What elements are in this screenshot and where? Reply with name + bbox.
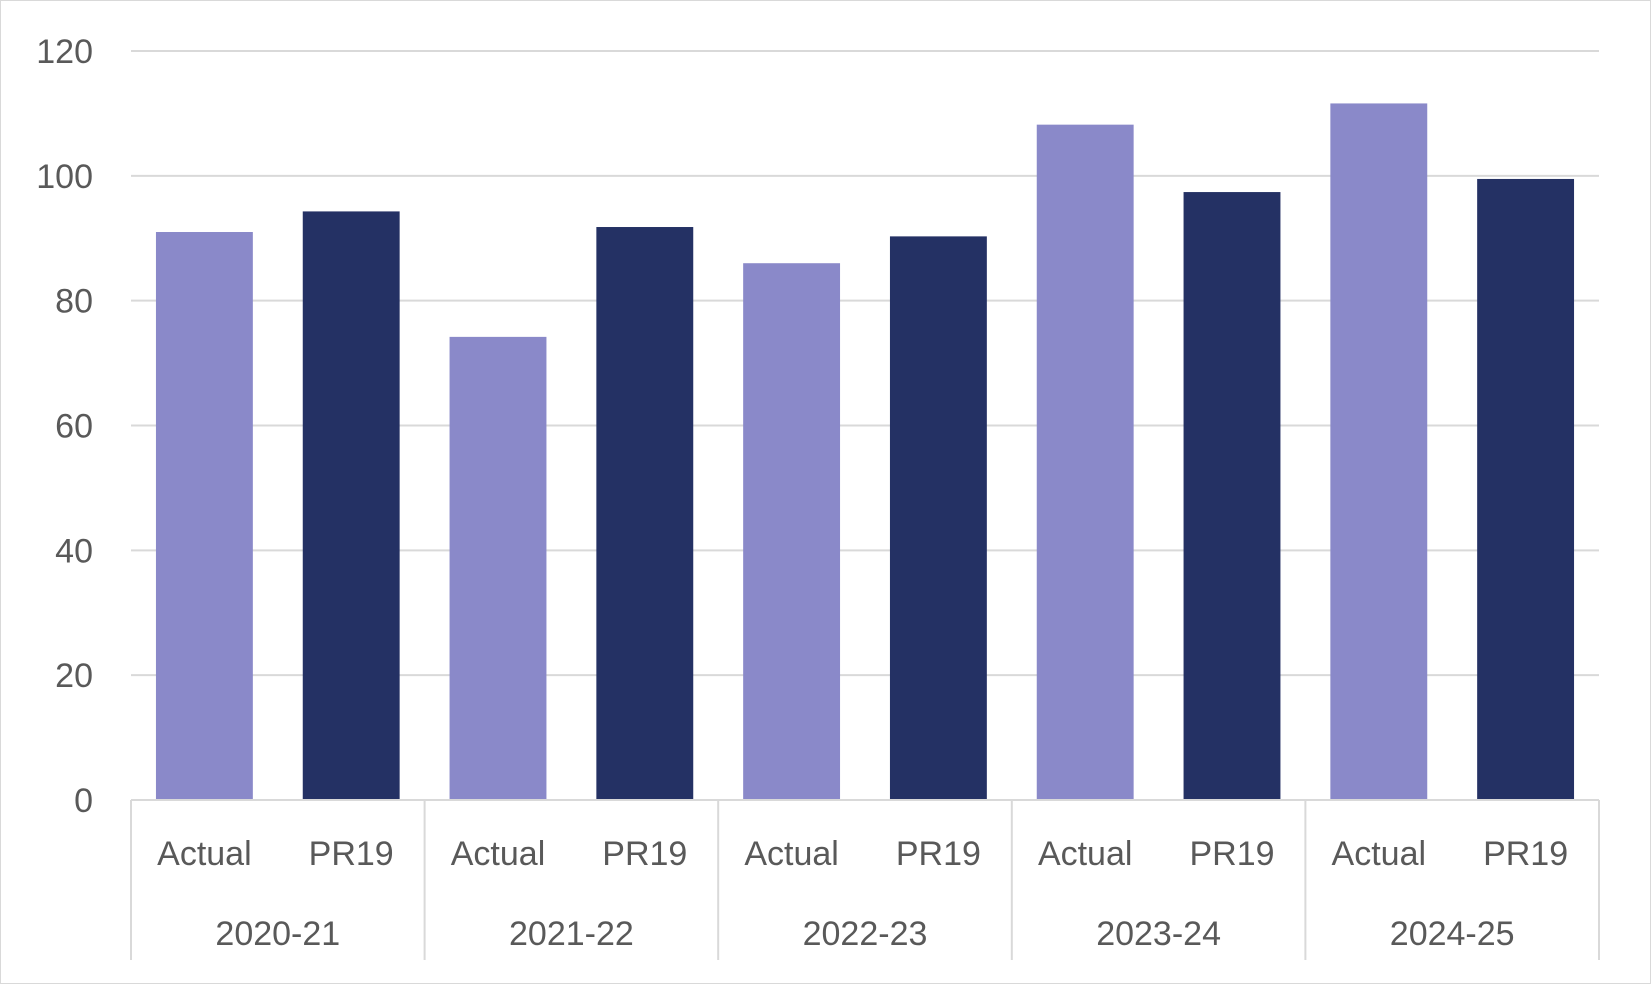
x-axis: Actual PR19 2020-21 Actual PR19 2021-22 Actual…	[130, 799, 1600, 960]
category-label: PR19	[1483, 835, 1568, 873]
bar-2021-22-actual	[449, 336, 547, 800]
bar-2022-23-actual	[743, 263, 841, 800]
bar-2023-24-pr19	[1183, 192, 1281, 801]
group-label: 2020-21	[215, 915, 340, 953]
category-label: Actual	[157, 835, 252, 873]
y-tick-label: 80	[55, 283, 93, 321]
bars	[155, 103, 1575, 801]
y-tick-label: 100	[36, 158, 93, 196]
group-label: 2023-24	[1096, 915, 1221, 953]
category-label: PR19	[309, 835, 394, 873]
category-label: PR19	[1189, 835, 1274, 873]
category-label: PR19	[602, 835, 687, 873]
category-label: Actual	[451, 835, 546, 873]
group-label: 2024-25	[1390, 915, 1515, 953]
group-label: 2022-23	[803, 915, 928, 953]
bar-2022-23-pr19	[889, 236, 987, 800]
category-label: Actual	[1038, 835, 1133, 873]
y-tick-label: 0	[74, 782, 93, 820]
y-tick-label: 20	[55, 657, 93, 695]
bar-2021-22-pr19	[596, 227, 694, 800]
bar-2024-25-pr19	[1477, 178, 1575, 800]
bar-2020-21-actual	[155, 232, 253, 801]
category-label: Actual	[1332, 835, 1427, 873]
y-tick-label: 60	[55, 408, 93, 446]
group-label: 2021-22	[509, 915, 634, 953]
category-label: PR19	[896, 835, 981, 873]
y-tick-label: 40	[55, 532, 93, 570]
category-label: Actual	[744, 835, 839, 873]
bar-2020-21-pr19	[302, 211, 400, 800]
bar-2023-24-actual	[1036, 124, 1134, 800]
bar-2024-25-actual	[1330, 103, 1428, 801]
y-axis-ticks: 0 20 40 60 80 100 120	[36, 33, 93, 820]
y-tick-label: 120	[36, 33, 93, 71]
